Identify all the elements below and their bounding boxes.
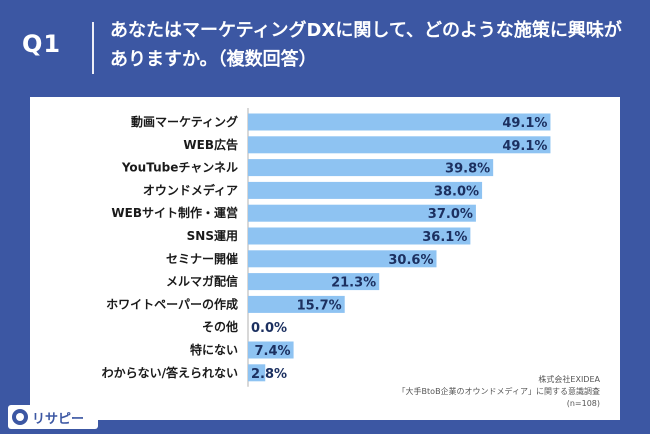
category-label: SNS運用 xyxy=(187,229,238,243)
category-label: WEB広告 xyxy=(183,137,238,152)
category-label: その他 xyxy=(202,319,238,334)
category-label: 特にない xyxy=(190,342,238,357)
source-note: 株式会社EXIDEA 「大手BtoB企業のオウンドメディア」に関する意識調査 (… xyxy=(398,374,600,410)
value-label: 7.4% xyxy=(255,344,291,359)
category-label: YouTubeチャンネル xyxy=(121,161,238,175)
search-bubble-icon xyxy=(12,409,28,425)
value-label: 49.1% xyxy=(502,139,547,154)
category-label: メルマガ配信 xyxy=(166,274,238,289)
question-title: あなたはマーケティングDXに関して、どのような施策に興味がありますか。（複数回答… xyxy=(110,20,622,70)
header-divider xyxy=(92,22,94,74)
logo-text: リサピー xyxy=(32,412,85,427)
category-label: WEBサイト制作・運営 xyxy=(111,205,238,220)
category-label: ホワイトペーパーの作成 xyxy=(106,296,238,311)
value-label: 36.1% xyxy=(422,230,467,245)
source-sample-size: (n=108) xyxy=(566,399,600,408)
bar xyxy=(248,341,294,359)
bar xyxy=(248,295,345,313)
value-label: 38.0% xyxy=(434,184,479,199)
bar xyxy=(248,273,380,291)
value-label: 21.3% xyxy=(331,276,376,291)
bar xyxy=(248,136,551,154)
category-label: オウンドメディア xyxy=(143,182,238,197)
source-company: 株式会社EXIDEA xyxy=(538,375,600,384)
brand-logo: リサピー xyxy=(8,405,98,429)
value-label: 39.8% xyxy=(445,162,490,177)
value-label: 2.8% xyxy=(251,367,287,382)
category-label: セミナー開催 xyxy=(166,251,238,266)
header: Q1 あなたはマーケティングDXに関して、どのような施策に興味がありますか。（複… xyxy=(0,0,650,95)
value-label: 0.0% xyxy=(251,321,287,336)
bar xyxy=(248,159,494,177)
bar xyxy=(248,250,437,268)
chart-panel: 動画マーケティング 49.1% WEB広告 49.1% YouTubeチャンネル 39.8… xyxy=(30,97,620,420)
value-label: 15.7% xyxy=(297,298,342,313)
question-label: Q1 xyxy=(22,30,62,58)
bar xyxy=(248,181,483,199)
value-label: 30.6% xyxy=(388,253,433,268)
value-label: 49.1% xyxy=(502,116,547,131)
category-label: わからない/答えられない xyxy=(102,365,238,380)
bar xyxy=(248,364,266,382)
category-label: 動画マーケティング xyxy=(131,114,238,129)
bar-chart: 動画マーケティング 49.1% WEB広告 49.1% YouTubeチャンネル 39.8… xyxy=(102,108,551,387)
bar xyxy=(248,227,471,245)
bar xyxy=(248,113,551,131)
value-label: 37.0% xyxy=(428,207,473,222)
source-survey: 「大手BtoB企業のオウンドメディア」に関する意識調査 xyxy=(397,387,600,396)
bar xyxy=(248,204,476,222)
